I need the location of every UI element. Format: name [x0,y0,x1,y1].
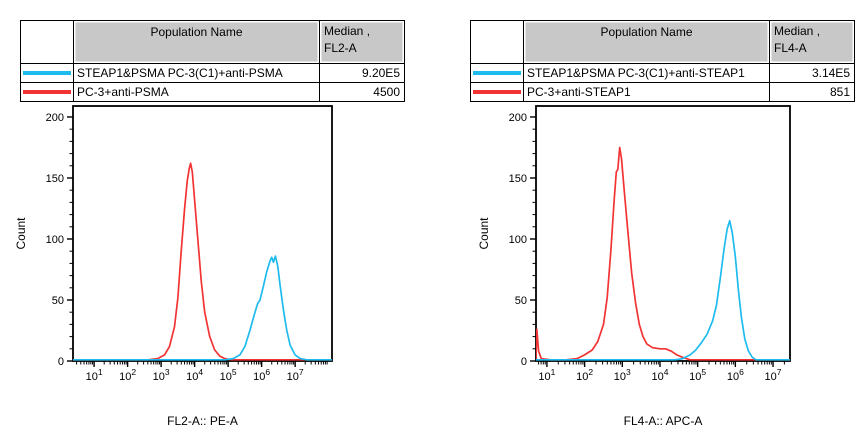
population-stats-table: Population Name Median , FL4-A STEAP1&PS… [470,20,855,102]
y-tick-label: 200 [46,112,64,124]
series-color-swatch [473,90,521,94]
population-stats-table: Population Name Median , FL2-A STEAP1&PS… [20,20,405,102]
panel-psma: Population Name Median , FL2-A STEAP1&PS… [0,0,433,443]
x-tick-label: 105 [689,367,706,383]
table-row: STEAP1&PSMA PC-3(C1)+anti-STEAP1 3.14E5 [470,63,855,83]
median-header: Median , FL4-A [769,20,855,64]
series-color-swatch [23,90,71,94]
x-tick-label: 103 [614,367,631,383]
swatch-cell [470,82,524,102]
y-tick-label: 100 [46,234,64,246]
x-tick-label: 106 [253,367,270,383]
histogram-curve [73,255,332,361]
population-name-cell: PC-3+anti-PSMA [73,82,320,102]
plot-frame [535,105,791,362]
median-value-cell: 851 [769,82,855,102]
x-tick-label: 102 [119,367,136,383]
swatch-cell [470,63,524,83]
population-name-header: Population Name [73,20,320,64]
y-tick-label: 150 [509,173,527,185]
y-tick-label: 100 [509,234,527,246]
y-tick-label: 200 [509,112,527,124]
table-header-row: Population Name Median , FL4-A [470,20,855,64]
x-tick-label: 106 [727,367,744,383]
y-tick-label: 50 [52,295,64,307]
median-header-line2: FL2-A [324,41,357,55]
x-tick-label: 101 [86,367,103,383]
x-tick-label: 102 [576,367,593,383]
y-tick-label: 150 [46,173,64,185]
series-color-swatch [473,71,521,75]
x-tick-label: 107 [287,367,304,383]
panel-steap1: Population Name Median , FL4-A STEAP1&PS… [450,0,867,443]
y-tick-label: 0 [521,356,527,368]
x-tick-label: 105 [220,367,237,383]
median-header: Median , FL2-A [319,20,405,64]
swatch-header-cell [470,20,524,64]
table-row: PC-3+anti-STEAP1 851 [470,82,855,102]
x-axis-label: FL4-A:: APC-A [624,414,703,428]
population-name-cell: PC-3+anti-STEAP1 [523,82,770,102]
y-axis-label: Count [477,217,491,250]
median-value-cell: 4500 [319,82,405,102]
x-tick-label: 107 [765,367,782,383]
x-tick-label: 101 [538,367,555,383]
median-value-cell: 9.20E5 [319,63,405,83]
table-row: STEAP1&PSMA PC-3(C1)+anti-PSMA 9.20E5 [20,63,405,83]
x-axis-label: FL2-A:: PE-A [167,414,238,428]
median-value-cell: 3.14E5 [769,63,855,83]
x-tick-label: 103 [153,367,170,383]
median-header-line1: Median , [324,24,371,38]
median-header-line1: Median , [774,24,821,38]
swatch-header-cell [20,20,74,64]
histogram-curve [73,162,332,361]
population-name-header: Population Name [523,20,770,64]
y-tick-label: 0 [58,356,64,368]
x-tick-label: 104 [186,367,203,383]
plot-frame [72,105,333,362]
swatch-cell [20,63,74,83]
table-header-row: Population Name Median , FL2-A [20,20,405,64]
table-row: PC-3+anti-PSMA 4500 [20,82,405,102]
x-tick-label: 104 [651,367,668,383]
population-name-cell: STEAP1&PSMA PC-3(C1)+anti-PSMA [73,63,320,83]
swatch-cell [20,82,74,102]
series-color-swatch [23,71,71,75]
y-axis-label: Count [14,217,28,250]
histogram-curve [536,219,790,361]
y-tick-label: 50 [515,295,527,307]
median-header-line2: FL4-A [774,41,807,55]
population-name-cell: STEAP1&PSMA PC-3(C1)+anti-STEAP1 [523,63,770,83]
